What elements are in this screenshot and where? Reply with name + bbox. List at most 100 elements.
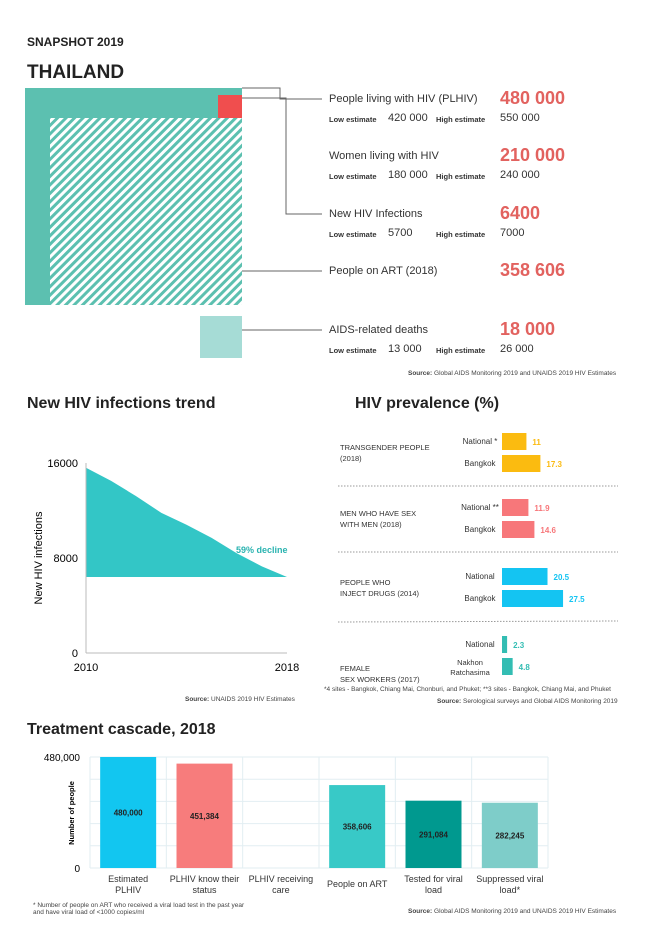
stat-label: New HIV Infections — [329, 208, 423, 220]
prevalence-title: HIV prevalence (%) — [355, 395, 500, 412]
country-title: THAILAND — [27, 62, 125, 83]
bar-category-label: National — [465, 640, 495, 649]
y-tick-label: 8000 — [54, 553, 78, 565]
group-label: MEN WHO HAVE SEX WITH MEN (2018) — [340, 509, 416, 529]
cascade-title: Treatment cascade, 2018 — [27, 721, 216, 738]
x-tick-label: 2018 — [275, 662, 299, 674]
bar-value-label: 11.9 — [534, 504, 550, 513]
bar-value-label: 17.3 — [546, 460, 562, 469]
prevalence-bar — [502, 499, 529, 516]
stat-label: People on ART (2018) — [329, 265, 438, 277]
low-estimate-label: Low estimate — [329, 346, 377, 355]
group-label-line: PEOPLE WHO — [340, 578, 391, 587]
stat-label: AIDS-related deaths — [329, 324, 429, 336]
y-tick-label: 480,000 — [44, 753, 81, 764]
bar-value-label: 291,084 — [419, 830, 448, 839]
group-label-line: TRANSGENDER PEOPLE — [340, 443, 430, 452]
group-label-line: INJECT DRUGS (2014) — [340, 589, 420, 598]
high-estimate-value: 550 000 — [500, 112, 540, 124]
y-tick-label: 0 — [72, 648, 78, 660]
bar-category-label: Bangkok — [464, 459, 496, 468]
x-category-label-line: Estimated — [108, 874, 148, 884]
group-label-line: FEMALE — [340, 664, 370, 673]
high-estimate-label: High estimate — [436, 172, 486, 181]
high-estimate-label: High estimate — [436, 346, 486, 355]
cascade-bar — [100, 757, 157, 868]
bar-value-label: 282,245 — [495, 831, 524, 840]
l: Nakhon — [457, 658, 483, 667]
bar-category-label: National * — [463, 437, 498, 446]
x-category-label-line: status — [192, 885, 217, 895]
x-category-label: Tested for viral load — [404, 874, 463, 895]
y-axis-label: Number of people — [67, 781, 76, 845]
low-estimate-value: 5700 — [388, 227, 413, 239]
trend-title: New HIV infections trend — [27, 395, 216, 412]
snapshot-source: Source: Global AIDS Monitoring 2019 and … — [408, 370, 617, 377]
cascade-footnote: * Number of people on ART who received a… — [33, 902, 245, 916]
cascade-bar — [405, 800, 462, 868]
bar-value-label: 27.5 — [569, 595, 585, 604]
low-estimate-label: Low estimate — [329, 230, 377, 239]
prevalence-chart: TRANSGENDER PEOPLE (2018) National * 11 Bang… — [337, 433, 619, 684]
x-category-label-line: care — [272, 885, 290, 895]
group-label: TRANSGENDER PEOPLE (2018) — [340, 443, 430, 463]
x-category-label-line: load — [425, 885, 442, 895]
prevalence-bar — [502, 658, 513, 675]
trend-chart: 0 8000 16000 2010 2018 New HIV infections 59% … — [33, 458, 299, 674]
stat-value: 480 000 — [500, 88, 566, 108]
y-axis-label: New HIV infections — [33, 511, 45, 604]
bar-value-label: 358,606 — [343, 823, 372, 832]
group-label: FEMALE SEX WORKERS (2017) — [340, 664, 420, 684]
bar-value-label: 14.6 — [540, 526, 556, 535]
connector-lines — [242, 87, 322, 331]
x-category-label-line: PLHIV receiving — [249, 874, 314, 884]
bar-value-label: 11 — [532, 438, 541, 447]
bar-category-label: Nakhon Ratchasima — [450, 658, 490, 677]
y-tick-label: 16000 — [47, 458, 78, 470]
art-hatched-square — [50, 118, 242, 305]
x-category-label-line: Tested for viral — [404, 874, 463, 884]
high-estimate-value: 26 000 — [500, 343, 534, 355]
prevalence-bar — [502, 590, 564, 607]
group-divider — [337, 620, 619, 623]
stat-label: Women living with HIV — [329, 150, 439, 162]
deaths-square — [200, 316, 242, 358]
x-category-label: Estimated PLHIV — [108, 874, 148, 895]
x-category-label: PLHIV receiving care — [249, 874, 314, 895]
x-category-label: Suppressed viral load* — [476, 874, 543, 895]
bar-value-label: 4.8 — [519, 663, 531, 672]
bar-value-label: 2.3 — [513, 641, 525, 650]
x-category-label-line: People on ART — [327, 879, 388, 889]
bar-value-label: 20.5 — [554, 573, 570, 582]
prevalence-bar — [502, 568, 548, 585]
bar-category-label: National ** — [461, 503, 499, 512]
x-category-label: People on ART — [327, 879, 388, 889]
high-estimate-value: 240 000 — [500, 169, 540, 181]
prevalence-bar — [502, 455, 541, 472]
bar-value-label: 451,384 — [190, 812, 219, 821]
low-estimate-value: 180 000 — [388, 169, 428, 181]
new-infections-square — [218, 95, 242, 118]
group-label-line: MEN WHO HAVE SEX — [340, 509, 416, 518]
stat-value: 358 606 — [500, 260, 566, 280]
prevalence-bar — [502, 433, 527, 450]
snapshot-graphic — [25, 87, 322, 358]
cascade-bar — [481, 802, 538, 868]
low-estimate-label: Low estimate — [329, 115, 377, 124]
x-category-label-line: PLHIV know their — [170, 874, 240, 884]
cascade-source: Source: Global AIDS Monitoring 2019 and … — [408, 908, 617, 915]
prevalence-source: Source: Serological surveys and Global A… — [437, 698, 618, 705]
prevalence-bar — [502, 521, 535, 538]
stat-label: People living with HIV (PLHIV) — [329, 93, 478, 105]
prevalence-footnote: *4 sites - Bangkok, Chiang Mai, Chonburi… — [324, 686, 611, 693]
high-estimate-value: 7000 — [500, 227, 525, 239]
stat-value: 6400 — [500, 203, 541, 223]
stat-value: 210 000 — [500, 145, 566, 165]
x-category-label-line: load* — [500, 885, 521, 895]
low-estimate-label: Low estimate — [329, 172, 377, 181]
group-label-line: SEX WORKERS (2017) — [340, 675, 420, 684]
cascade-chart: 480,000 Estimated PLHIV 451,384 PLHIV know t… — [44, 753, 549, 895]
group-label-line: WITH MEN (2018) — [340, 520, 402, 529]
group-label-line: (2018) — [340, 454, 362, 463]
